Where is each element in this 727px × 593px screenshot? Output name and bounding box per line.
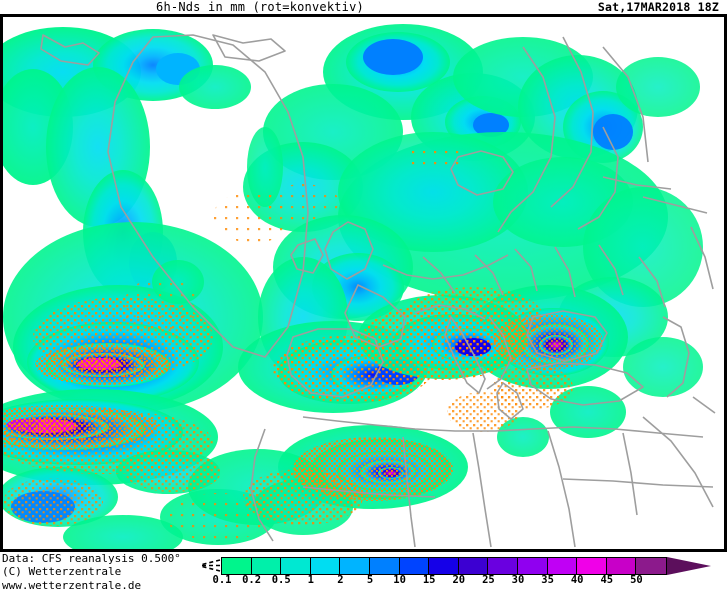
data-source-label: Data: CFS reanalysis 0.500° bbox=[2, 552, 181, 565]
colorbar-segment bbox=[399, 558, 430, 574]
colorbar-tick: 25 bbox=[482, 574, 495, 586]
credits-block: Data: CFS reanalysis 0.500° (C) Wetterze… bbox=[2, 552, 262, 592]
colorbar-tick: 2 bbox=[337, 574, 344, 586]
colorbar-segment bbox=[310, 558, 341, 574]
colorbar-tick: 35 bbox=[541, 574, 554, 586]
precipitation-map[interactable] bbox=[3, 17, 724, 549]
colorbar-legend[interactable]: 0.1 0.2 0.5 1 2 5 10 15 20 25 30 35 40 45 50 bbox=[196, 554, 724, 592]
header-bar: 6h-Nds in mm (rot=konvektiv) Sat,17MAR20… bbox=[0, 0, 727, 14]
colorbar-tick: 15 bbox=[422, 574, 436, 586]
colorbar-segment bbox=[369, 558, 400, 574]
colorbar-segment bbox=[251, 558, 282, 574]
colorbar-segment bbox=[458, 558, 489, 574]
colorbar-tick: 20 bbox=[452, 574, 466, 586]
map-frame bbox=[0, 14, 727, 552]
colorbar-segment bbox=[636, 558, 666, 574]
colorbar-tick: 1 bbox=[307, 574, 314, 586]
colorbar-segment bbox=[222, 558, 252, 574]
colorbar-tick: 40 bbox=[570, 574, 584, 586]
footer-bar: Data: CFS reanalysis 0.500° (C) Wetterze… bbox=[0, 552, 727, 593]
below-range-arrow-icon bbox=[200, 559, 221, 572]
colorbar-tick: 0.5 bbox=[271, 574, 291, 586]
page-title: 6h-Nds in mm (rot=konvektiv) bbox=[156, 0, 364, 14]
colorbar-tick: 0.2 bbox=[242, 574, 262, 586]
copyright-label: (C) Wetterzentrale bbox=[2, 565, 122, 579]
colorbar-segment bbox=[606, 558, 637, 574]
colorbar-tick: 10 bbox=[393, 574, 406, 586]
convective-stippling bbox=[3, 143, 603, 541]
colorbar-segment bbox=[281, 558, 311, 574]
website-label: www.wetterzentrale.de bbox=[2, 578, 142, 592]
colorbar-tick-labels: 0.1 0.2 0.5 1 2 5 10 15 20 25 30 35 40 45 50 bbox=[196, 574, 724, 588]
coastlines-and-borders bbox=[40, 34, 716, 548]
colorbar-tick: 0.1 bbox=[212, 574, 232, 586]
valid-time-stamp: Sat,17MAR2018 18Z bbox=[597, 0, 719, 14]
colorbar-segment bbox=[488, 558, 518, 574]
colorbar-segment bbox=[577, 558, 607, 574]
colorbar-tick: 50 bbox=[630, 574, 643, 586]
colorbar-segment bbox=[517, 558, 548, 574]
colorbar-tick: 45 bbox=[600, 574, 614, 586]
colorbar-gradient[interactable] bbox=[221, 557, 667, 575]
colorbar-segment bbox=[547, 558, 578, 574]
colorbar-segment bbox=[429, 558, 459, 574]
colorbar-tick: 30 bbox=[511, 574, 525, 586]
colorbar-segment bbox=[340, 558, 370, 574]
colorbar-tick: 5 bbox=[366, 574, 374, 586]
above-range-arrow-icon bbox=[667, 557, 711, 575]
map-canvas[interactable] bbox=[3, 17, 724, 549]
